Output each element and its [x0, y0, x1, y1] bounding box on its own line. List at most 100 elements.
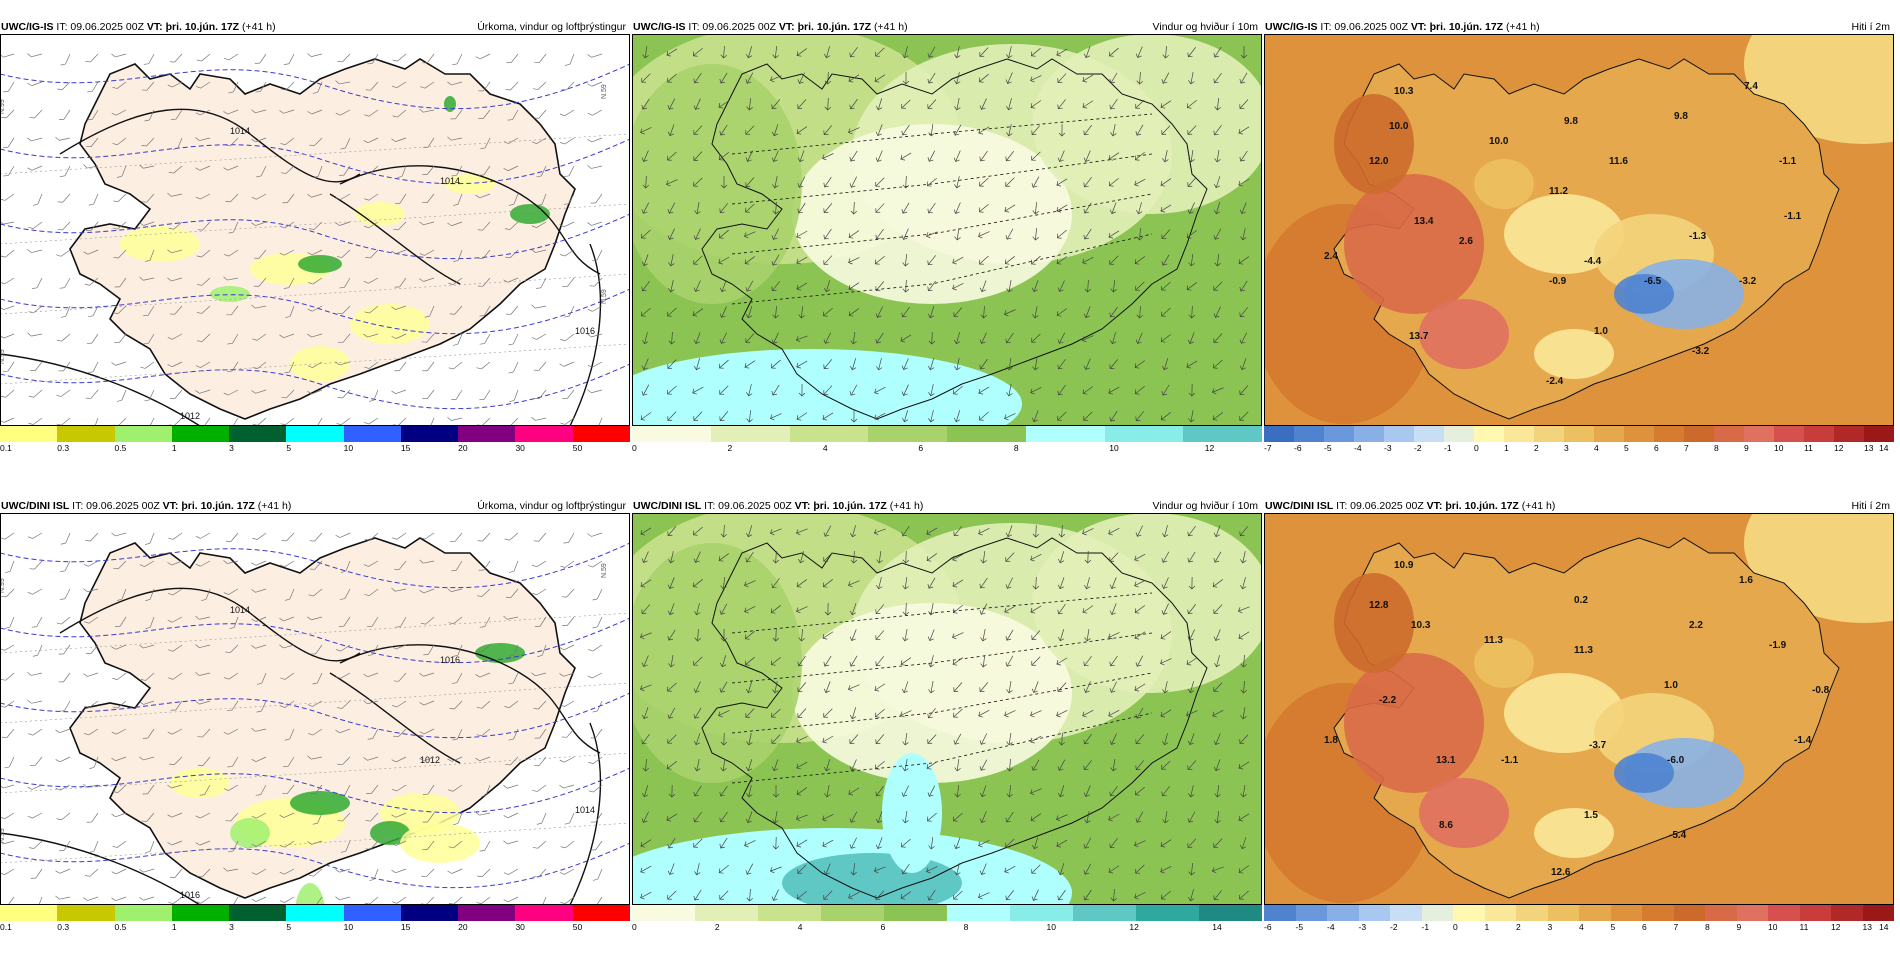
panel-title: Hiti í 2m: [1851, 499, 1890, 513]
colorbar-swatch: [711, 426, 790, 442]
colorbar-swatch: [1294, 426, 1324, 442]
precip-area: [350, 304, 430, 344]
temperature-label: 8.6: [1439, 820, 1453, 831]
colorbar-tick: 6: [1654, 443, 1659, 453]
precip-area: [298, 255, 342, 273]
colorbar-swatch: [695, 905, 758, 921]
colorbar-swatch: [172, 426, 229, 442]
colorbar-tick: 8: [1714, 443, 1719, 453]
temperature-label: 10.3: [1394, 86, 1414, 97]
colorbar-swatch: [1010, 905, 1073, 921]
colorbar-tick: -6: [1264, 922, 1272, 932]
wind-speed-area: [792, 124, 1072, 304]
colorbar-swatch: [344, 426, 401, 442]
map-panel-dini-precip: UWC/DINI ISL IT: 09.06.2025 00Z VT: þri.…: [0, 499, 630, 954]
grid-label: N.59: [601, 563, 608, 578]
valid-time: VT: þri. 10.jún. 17Z: [795, 500, 887, 512]
temperature-label: 1.0: [1594, 326, 1608, 337]
colorbar-swatch: [286, 426, 343, 442]
temperature-label: 2.4: [1324, 251, 1338, 262]
colorbar-tick: 2: [727, 443, 732, 453]
colorbar-tick: 4: [1594, 443, 1599, 453]
valid-time: VT: þri. 10.jún. 17Z: [163, 500, 255, 512]
colorbar-swatch: [1183, 426, 1262, 442]
model-name: UWC/DINI ISL: [1, 500, 69, 512]
temperature-label: 0.2: [1574, 595, 1588, 606]
isobar-label: 1014: [230, 126, 250, 136]
lead-time: (+41 h): [1503, 21, 1539, 33]
lead-time: (+41 h): [239, 21, 275, 33]
isobar-label: 1014: [575, 805, 595, 815]
colorbar-tick: 0.1: [0, 443, 12, 453]
colorbar-swatch: [1831, 905, 1863, 921]
run-info: UWC/DINI ISL IT: 09.06.2025 00Z VT: þri.…: [1, 499, 291, 513]
colorbar-swatch: [790, 426, 869, 442]
colorbar-swatch: [1564, 426, 1594, 442]
temperature-label: 13.7: [1409, 331, 1429, 342]
lead-time: (+41 h): [887, 500, 923, 512]
colorbar-tick: 11: [1800, 922, 1809, 932]
temperature-label: 9.8: [1674, 111, 1688, 122]
colorbar-tick: 10: [1774, 443, 1783, 453]
colorbar-swatch: [1774, 426, 1804, 442]
colorbar-swatch: [1105, 426, 1184, 442]
colorbar-swatch: [1642, 905, 1674, 921]
colorbar-tick: 1: [172, 922, 177, 932]
precip-area: [355, 202, 405, 226]
colorbar-tick: 0.3: [57, 922, 69, 932]
isobar-label: 1012: [180, 411, 200, 421]
colorbar-tick: 10: [1109, 443, 1118, 453]
temperature-label: -0.9: [1549, 276, 1567, 287]
colorbar-swatch: [573, 905, 630, 921]
colorbar-swatch: [401, 426, 458, 442]
lead-time: (+41 h): [255, 500, 291, 512]
temperature-label: 10.0: [1489, 136, 1509, 147]
wind-speed-area: [792, 603, 1072, 783]
map-svg: [632, 513, 1262, 905]
temperature-zone: [1344, 653, 1484, 793]
colorbar-tick: 0.1: [0, 922, 12, 932]
colorbar-tick: 7: [1674, 922, 1679, 932]
run-info: UWC/IG-IS IT: 09.06.2025 00Z VT: þri. 10…: [1265, 20, 1540, 34]
temperature-label: 10.9: [1394, 560, 1414, 571]
lead-time: (+41 h): [871, 21, 907, 33]
colorbar-swatch: [1296, 905, 1328, 921]
colorbar-swatch: [172, 905, 229, 921]
colorbar-tick: 1: [1485, 922, 1490, 932]
model-name: UWC/DINI ISL: [1265, 500, 1333, 512]
colorbar-tick: 0.5: [115, 443, 127, 453]
colorbar-swatch: [632, 426, 711, 442]
colorbar-tick: 5: [286, 922, 291, 932]
run-info: UWC/IG-IS IT: 09.06.2025 00Z VT: þri. 10…: [1, 20, 276, 34]
colorbar-swatch: [1594, 426, 1624, 442]
colorbar-swatch: [1864, 426, 1894, 442]
isobar-label: 1012: [420, 755, 440, 765]
colorbar-tick: 4: [798, 922, 803, 932]
colorbar-swatch: [1474, 426, 1504, 442]
colorbar-swatch: [1359, 905, 1391, 921]
temperature-label: -6.0: [1667, 755, 1685, 766]
colorbar-swatch: [1414, 426, 1444, 442]
colorbar-tick: 0: [1474, 443, 1479, 453]
colorbar-swatch: [1444, 426, 1474, 442]
temperature-zone: [1419, 778, 1509, 848]
colorbar-swatch: [344, 905, 401, 921]
temperature-label: 7.4: [1744, 81, 1758, 92]
temperature-label: -1.1: [1784, 211, 1802, 222]
panel-title: Vindur og hviður í 10m: [1153, 20, 1258, 34]
colorbar-tick: 5: [286, 443, 291, 453]
colorbar-tick: 2: [715, 922, 720, 932]
colorbar-tick: 15: [401, 443, 410, 453]
colorbar-swatches: [1264, 905, 1894, 921]
colorbar-swatch: [573, 426, 630, 442]
wind-speed-area: [1032, 513, 1262, 693]
temperature-label: -3.7: [1589, 740, 1607, 751]
colorbar-swatch: [947, 426, 1026, 442]
